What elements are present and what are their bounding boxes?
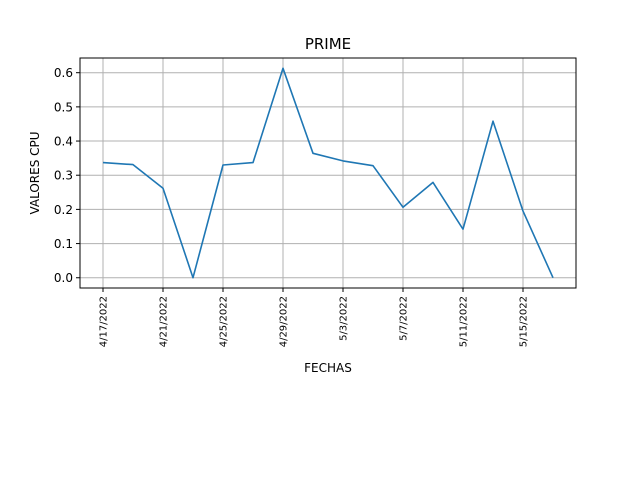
y-axis-ticks: 0.0 0.1 0.2 0.3 0.4 0.5 0.6 bbox=[54, 66, 80, 285]
data-point bbox=[432, 181, 435, 184]
x-axis-ticks: 4/17/2022 4/21/2022 4/25/2022 4/29/2022 5/3/… bbox=[99, 288, 530, 347]
x-axis-label: FECHAS bbox=[304, 361, 352, 375]
series-line bbox=[102, 67, 554, 279]
data-point bbox=[282, 67, 285, 70]
data-point bbox=[342, 159, 345, 162]
y-tick-label: 0.5 bbox=[54, 100, 73, 114]
data-point bbox=[132, 163, 135, 166]
x-tick-label: 5/7/2022 bbox=[399, 296, 410, 341]
y-tick-label: 0.2 bbox=[54, 203, 73, 217]
data-point bbox=[372, 164, 375, 167]
grid-lines bbox=[80, 58, 576, 288]
data-point bbox=[462, 228, 465, 231]
data-point bbox=[312, 152, 315, 155]
x-tick-label: 5/15/2022 bbox=[519, 296, 530, 347]
y-tick-label: 0.4 bbox=[54, 135, 73, 149]
data-point bbox=[192, 276, 195, 279]
chart-title: PRIME bbox=[305, 35, 351, 53]
y-tick-label: 0.6 bbox=[54, 66, 73, 80]
data-point bbox=[102, 161, 105, 164]
y-tick-label: 0.1 bbox=[54, 237, 73, 251]
x-tick-label: 4/29/2022 bbox=[279, 296, 290, 347]
y-tick-label: 0.0 bbox=[54, 271, 73, 285]
x-tick-label: 5/3/2022 bbox=[339, 296, 350, 341]
data-point bbox=[492, 120, 495, 123]
x-tick-label: 5/11/2022 bbox=[459, 296, 470, 347]
data-point bbox=[252, 161, 255, 164]
plot-frame bbox=[79, 57, 577, 289]
x-tick-label: 4/17/2022 bbox=[99, 296, 110, 347]
data-point bbox=[552, 276, 555, 279]
data-point bbox=[402, 206, 405, 209]
data-point bbox=[162, 187, 165, 190]
x-tick-label: 4/21/2022 bbox=[159, 296, 170, 347]
y-tick-label: 0.3 bbox=[54, 169, 73, 183]
data-point bbox=[222, 163, 225, 166]
series-layer bbox=[102, 67, 555, 279]
y-axis-label: VALORES CPU bbox=[28, 131, 42, 214]
data-point bbox=[522, 210, 525, 213]
x-tick-label: 4/25/2022 bbox=[219, 296, 230, 347]
